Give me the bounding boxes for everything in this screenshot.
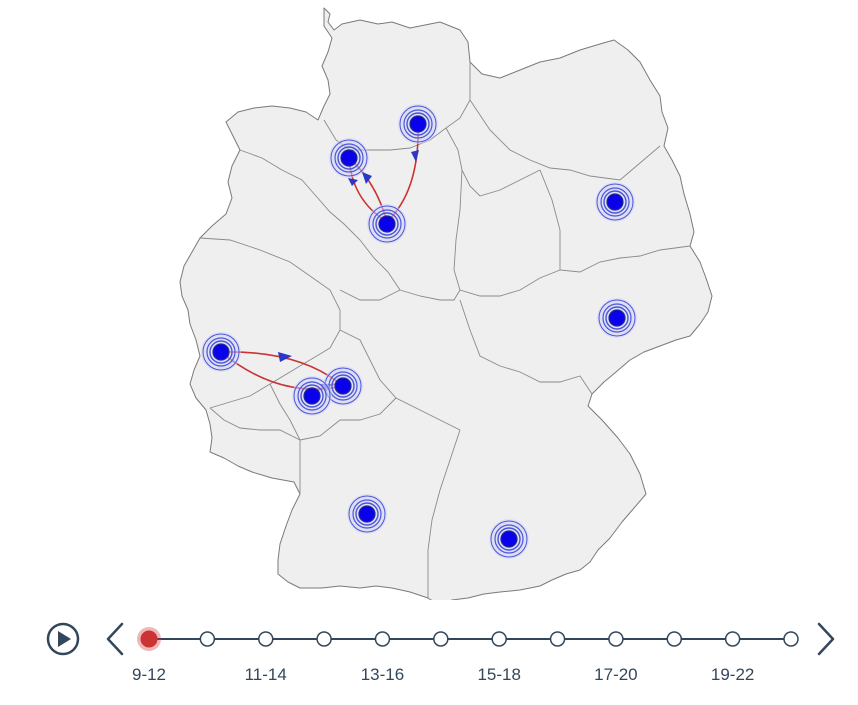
timeline-label: 19-22	[711, 665, 754, 684]
germany-outline	[179, 7, 713, 600]
timeline-node[interactable]	[316, 631, 332, 647]
timeline-label: 15-18	[477, 665, 520, 684]
germany-map	[179, 7, 713, 600]
timeline-label: 17-20	[594, 665, 637, 684]
timeline-node[interactable]	[491, 631, 507, 647]
play-icon	[58, 631, 71, 647]
timeline-node[interactable]	[140, 630, 158, 648]
city-marker-cologne[interactable]	[201, 332, 241, 372]
timeline-node[interactable]	[257, 631, 274, 647]
timeline-node[interactable]	[666, 631, 683, 647]
timeline-node[interactable]	[199, 631, 216, 647]
timeline-node[interactable]	[549, 631, 566, 647]
timeline-node[interactable]	[374, 631, 391, 647]
city-marker-dresden[interactable]	[597, 298, 637, 338]
city-marker-berlin[interactable]	[595, 182, 635, 222]
city-marker-stuttgart[interactable]	[347, 494, 387, 534]
timeline-node[interactable]	[783, 631, 799, 647]
timeline-node[interactable]	[433, 631, 449, 647]
timeline-label: 9-12	[132, 665, 166, 684]
timeline-label: 13-16	[361, 665, 404, 684]
play-button[interactable]	[46, 622, 80, 656]
timeline: 9-12 11-14 13-16 15-18 17-20 19-22	[46, 622, 835, 684]
timeline-label: 11-14	[245, 665, 287, 684]
chevron-right-icon[interactable]	[817, 622, 835, 656]
timeline-node[interactable]	[608, 631, 624, 647]
city-marker-bremen[interactable]	[329, 138, 369, 178]
chevron-left-icon[interactable]	[106, 622, 124, 656]
timeline-node[interactable]	[724, 631, 741, 647]
city-marker-hamburg[interactable]	[398, 104, 438, 144]
city-marker-munich[interactable]	[489, 519, 529, 559]
city-marker-mannheim[interactable]	[292, 376, 332, 416]
city-marker-hannover[interactable]	[367, 204, 407, 244]
